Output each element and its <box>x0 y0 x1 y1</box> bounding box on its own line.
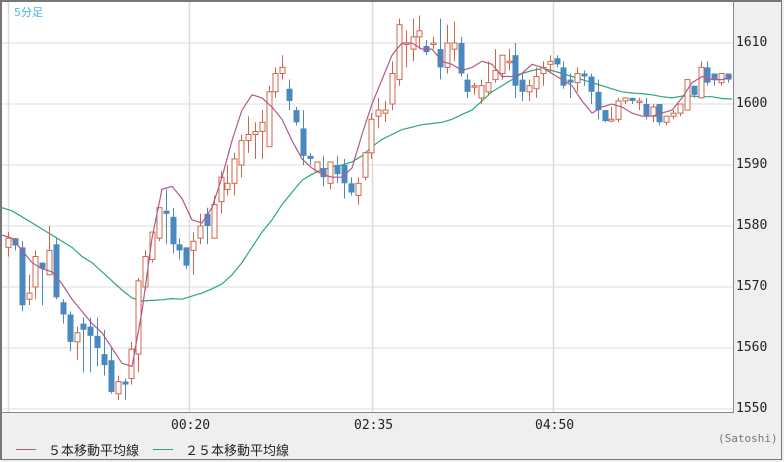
candlestick-chart <box>2 2 733 412</box>
legend-ma25-label: ２５本移動平均線 <box>185 444 290 459</box>
x-tick-label: 04:50 <box>535 418 575 433</box>
y-tick-label: 1570 <box>736 279 768 294</box>
y-tick-label: 1580 <box>736 218 768 233</box>
legend-ma25: ２５本移動平均線 <box>153 440 289 459</box>
plot-area <box>2 2 734 413</box>
y-tick-label: 1550 <box>736 401 768 416</box>
x-tick-label: 00:20 <box>171 418 211 433</box>
credit-label: (Satoshi) <box>718 432 778 445</box>
ma5-swatch-icon <box>16 449 36 450</box>
timeframe-label: 5分足 <box>14 6 43 19</box>
ma25-swatch-icon <box>153 449 173 450</box>
y-tick-label: 1590 <box>736 157 768 172</box>
x-tick-label: 02:35 <box>354 418 394 433</box>
legend-ma5: ５本移動平均線 <box>16 440 139 459</box>
y-tick-label: 1600 <box>736 96 768 111</box>
y-tick-label: 1610 <box>736 35 768 50</box>
y-tick-label: 1560 <box>736 340 768 355</box>
legend-ma5-label: ５本移動平均線 <box>48 444 140 459</box>
